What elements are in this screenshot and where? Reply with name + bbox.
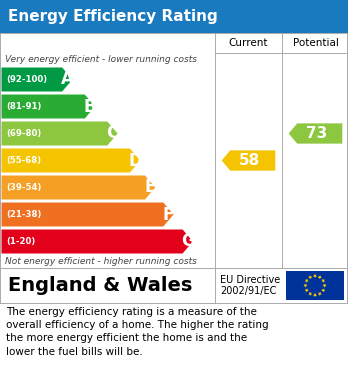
Polygon shape [318,276,322,279]
Text: Potential: Potential [293,38,339,48]
Polygon shape [313,274,317,278]
Text: D: D [128,151,142,170]
Text: The energy efficiency rating is a measure of the
overall efficiency of a home. T: The energy efficiency rating is a measur… [6,307,269,357]
Text: 58: 58 [239,153,260,168]
Polygon shape [318,292,322,296]
Bar [0,268,348,303]
Text: (21-38): (21-38) [6,210,41,219]
Text: EU Directive
2002/91/EC: EU Directive 2002/91/EC [220,275,280,296]
Text: (39-54): (39-54) [6,183,41,192]
Text: (81-91): (81-91) [6,102,41,111]
Polygon shape [1,68,72,91]
Bar [286,271,344,300]
Text: B: B [84,97,96,115]
Text: Very energy efficient - lower running costs: Very energy efficient - lower running co… [5,55,197,64]
Text: Not energy efficient - higher running costs: Not energy efficient - higher running co… [5,257,197,266]
Polygon shape [308,292,312,296]
Polygon shape [323,284,326,288]
Text: (69-80): (69-80) [6,129,41,138]
Text: E: E [144,179,156,197]
Text: C: C [106,124,119,142]
Polygon shape [1,230,193,253]
Polygon shape [1,122,118,145]
Polygon shape [1,149,140,172]
Polygon shape [321,279,325,283]
Bar [0,0,348,33]
Text: Current: Current [229,38,268,48]
Text: (1-20): (1-20) [6,237,35,246]
Text: Energy Efficiency Rating: Energy Efficiency Rating [8,9,218,24]
Text: A: A [61,70,74,88]
Polygon shape [305,279,309,283]
Text: G: G [181,233,195,251]
Text: (92-100): (92-100) [6,75,47,84]
Polygon shape [222,151,275,170]
Bar [0,33,348,268]
Text: (55-68): (55-68) [6,156,41,165]
Polygon shape [1,95,95,118]
Polygon shape [313,293,317,297]
Polygon shape [308,276,312,279]
Polygon shape [321,289,325,292]
Polygon shape [303,284,307,288]
Polygon shape [1,176,155,199]
Text: England & Wales: England & Wales [8,276,192,295]
Polygon shape [289,124,342,143]
Text: 73: 73 [306,126,327,141]
Polygon shape [305,289,309,292]
Polygon shape [1,203,174,226]
Text: F: F [163,206,174,224]
